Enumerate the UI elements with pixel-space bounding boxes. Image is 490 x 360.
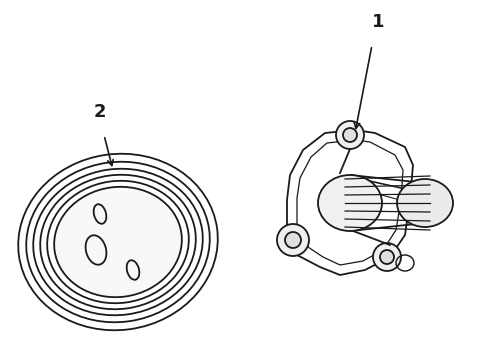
Text: 2: 2 <box>94 103 106 121</box>
Ellipse shape <box>397 179 453 227</box>
Text: 1: 1 <box>372 13 384 31</box>
Circle shape <box>380 250 394 264</box>
Ellipse shape <box>318 175 382 231</box>
Circle shape <box>285 232 301 248</box>
Circle shape <box>343 128 357 142</box>
Circle shape <box>373 243 401 271</box>
Circle shape <box>336 121 364 149</box>
Circle shape <box>277 224 309 256</box>
Ellipse shape <box>54 187 182 297</box>
